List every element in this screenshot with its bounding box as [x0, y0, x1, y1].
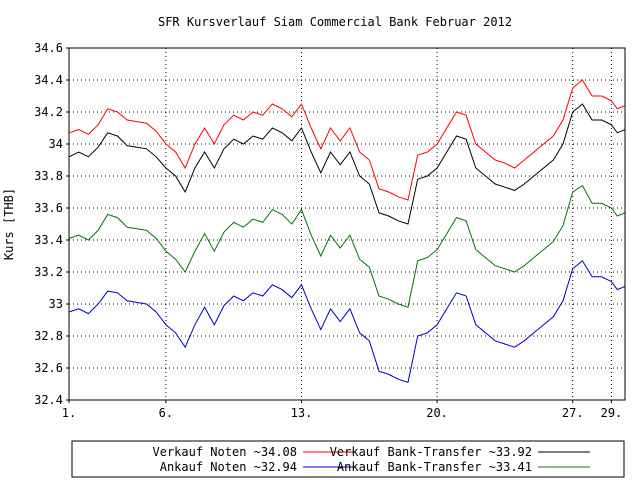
x-tick-label: 13. — [291, 406, 313, 420]
y-tick-label: 34.4 — [34, 73, 63, 87]
x-tick-label: 27. — [562, 406, 584, 420]
x-tick-label: 1. — [62, 406, 76, 420]
y-tick-label: 34.6 — [34, 41, 63, 55]
series-line-3 — [68, 184, 626, 308]
y-tick-label: 32.8 — [34, 329, 63, 343]
y-tick-label: 33 — [49, 297, 63, 311]
series-line-2 — [68, 260, 626, 384]
legend: Verkauf Noten ~34.08 Verkauf Bank-Transfe… — [71, 440, 625, 478]
series-lines — [68, 79, 626, 384]
y-tick-label: 32.6 — [34, 361, 63, 375]
y-tick-label: 33.8 — [34, 169, 63, 183]
x-tick-label: 20. — [426, 406, 448, 420]
axis-ticks: 32.4 32.6 32.8 33 33.2 33.4 33.6 33.8 34 34.2 34.4… — [34, 41, 622, 420]
y-axis-label: Kurs [THB] — [2, 188, 16, 260]
legend-label: Verkauf Noten ~34.08 — [153, 445, 298, 459]
y-tick-label: 34 — [49, 137, 63, 151]
x-tick-label: 29. — [601, 406, 623, 420]
series-line-1 — [68, 103, 626, 225]
plot-area-frame — [68, 47, 626, 401]
legend-label: Verkauf Bank-Transfer ~33.92 — [330, 445, 532, 459]
y-tick-label: 33.2 — [34, 265, 63, 279]
y-tick-label: 33.6 — [34, 201, 63, 215]
legend-label: Ankauf Bank-Transfer ~33.41 — [337, 460, 532, 474]
y-tick-label: 34.2 — [34, 105, 63, 119]
x-tick-label: 6. — [159, 406, 173, 420]
grid — [69, 48, 625, 400]
legend-label: Ankauf Noten ~32.94 — [160, 460, 297, 474]
y-tick-label: 33.4 — [34, 233, 63, 247]
series-line-0 — [68, 79, 626, 201]
y-tick-label: 32.4 — [34, 393, 63, 407]
legend-box — [71, 440, 625, 478]
chart-title: SFR Kursverlauf Siam Commercial Bank Feb… — [158, 15, 512, 29]
